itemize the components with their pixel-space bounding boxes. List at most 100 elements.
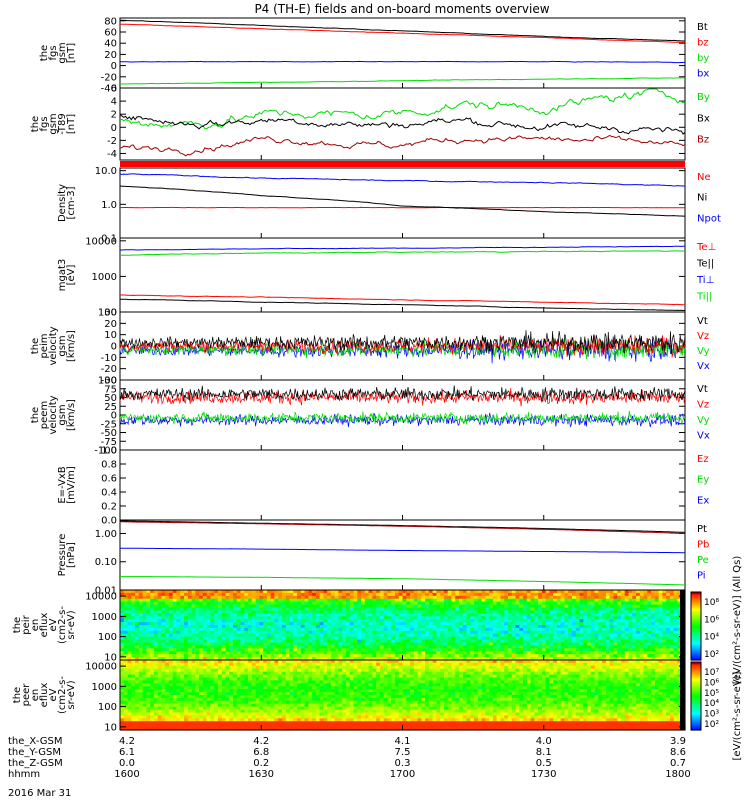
spectrogram-cell xyxy=(240,627,245,632)
spectrogram-cell xyxy=(353,657,358,661)
spectrogram-cell xyxy=(195,654,200,658)
spectrogram-cell xyxy=(146,622,151,626)
spectrogram-cell xyxy=(534,590,539,594)
spectrogram-cell xyxy=(417,677,422,682)
spectrogram-cell xyxy=(639,671,645,676)
spectrogram-cell xyxy=(428,642,434,647)
spectrogram-cell xyxy=(308,660,313,664)
spectrogram-cell xyxy=(485,604,490,609)
spectrogram-cell xyxy=(236,651,242,655)
spectrogram-cell xyxy=(357,680,362,684)
spectrogram-cell xyxy=(319,651,324,655)
spectrogram-cell xyxy=(138,657,144,661)
spectrogram-cell xyxy=(647,592,652,597)
spectrogram-cell xyxy=(489,592,494,597)
spectrogram-cell xyxy=(470,668,475,673)
spectrogram-cell xyxy=(315,662,321,667)
spectrogram-cell xyxy=(353,610,358,614)
spectrogram-cell xyxy=(526,651,532,655)
spectrogram-cell xyxy=(515,648,520,652)
spectrogram-cell xyxy=(410,630,415,635)
spectrogram-cell xyxy=(636,604,641,609)
spectrogram-cell xyxy=(492,636,498,641)
spectrogram-cell xyxy=(304,660,309,664)
spectrogram-cell xyxy=(492,607,498,612)
spectrogram-cell xyxy=(417,595,422,600)
spectrogram-cell xyxy=(372,619,377,623)
spectrogram-cell xyxy=(338,607,343,612)
spectrogram-cell xyxy=(636,668,641,673)
spectrogram-cell xyxy=(413,625,419,629)
spectrogram-cell xyxy=(293,662,298,667)
spectrogram-cell xyxy=(202,639,208,644)
spectrogram-cell xyxy=(417,671,422,676)
spectrogram-cell xyxy=(142,665,147,670)
spectrogram-cell xyxy=(206,648,211,652)
spectrogram-cell xyxy=(372,636,377,641)
spectrogram-cell xyxy=(432,627,437,632)
spectrogram-cell xyxy=(417,619,422,623)
spectrogram-cell xyxy=(519,622,524,626)
spectrogram-cell xyxy=(394,639,400,644)
spectrogram-cell xyxy=(504,674,509,679)
spectrogram-cell xyxy=(447,677,453,682)
spectrogram-cell xyxy=(590,668,596,673)
spectrogram-cell xyxy=(462,662,468,667)
spectrogram-cell xyxy=(421,613,426,617)
spectrogram-cell xyxy=(304,668,309,673)
spectrogram-cell xyxy=(669,633,675,638)
spectrogram-cell xyxy=(240,619,245,623)
spectrogram-cell xyxy=(511,657,517,661)
spectrogram-cell xyxy=(583,607,588,612)
spectrogram-cell xyxy=(617,590,622,594)
spectrogram-cell xyxy=(504,601,509,606)
spectrogram-cell xyxy=(549,613,554,617)
spectrogram-cell xyxy=(515,633,520,638)
spectrogram-cell xyxy=(357,613,362,617)
spectrogram-cell xyxy=(379,622,385,626)
spectrogram-cell xyxy=(459,610,464,614)
spectrogram-cell xyxy=(568,671,573,676)
spectrogram-cell xyxy=(150,648,155,652)
spectrogram-cell xyxy=(594,677,599,682)
spectrogram-cell xyxy=(639,651,645,655)
spectrogram-cell xyxy=(274,633,279,638)
spectrogram-cell xyxy=(199,598,204,603)
spectrogram-cell xyxy=(357,619,362,623)
spectrogram-cell xyxy=(643,654,648,658)
spectrogram-cell xyxy=(489,622,494,626)
spectrogram-cell xyxy=(560,590,566,594)
spectrogram-cell xyxy=(394,660,400,664)
spectrogram-cell xyxy=(605,642,611,647)
spectrogram-cell xyxy=(410,592,415,597)
spectrogram-cell xyxy=(553,674,558,679)
spectrogram-cell xyxy=(658,598,663,603)
spectrogram-cell xyxy=(402,601,407,606)
spectrogram-cell xyxy=(474,654,479,658)
spectrogram-cell xyxy=(647,671,652,676)
spectrogram-cell xyxy=(353,680,358,684)
spectrogram-cell xyxy=(142,622,147,626)
spectrogram-cell xyxy=(602,639,607,644)
spectrogram-cell xyxy=(315,660,321,664)
y-tick-label: 20 xyxy=(104,319,117,330)
spectrogram-cell xyxy=(643,639,648,644)
spectrogram-cell xyxy=(146,639,151,644)
spectrogram-cell xyxy=(556,648,562,652)
spectrogram-cell xyxy=(564,648,569,652)
spectrogram-cell xyxy=(410,674,415,679)
spectrogram-cell xyxy=(270,668,276,673)
spectrogram-cell xyxy=(617,619,622,623)
spectrogram-cell xyxy=(481,636,486,641)
spectrogram-cell xyxy=(138,677,144,682)
spectrogram-cell xyxy=(609,601,615,606)
spectrogram-cell xyxy=(248,590,253,594)
spectrogram-cell xyxy=(677,607,682,612)
spectrogram-cell xyxy=(504,595,509,600)
spectrogram-cell xyxy=(150,654,155,658)
spectrogram-cell xyxy=(221,622,227,626)
spectrogram-cell xyxy=(391,657,396,661)
spectrogram-cell xyxy=(180,657,185,661)
spectrogram-cell xyxy=(180,598,185,603)
spectrogram-cell xyxy=(504,625,509,629)
